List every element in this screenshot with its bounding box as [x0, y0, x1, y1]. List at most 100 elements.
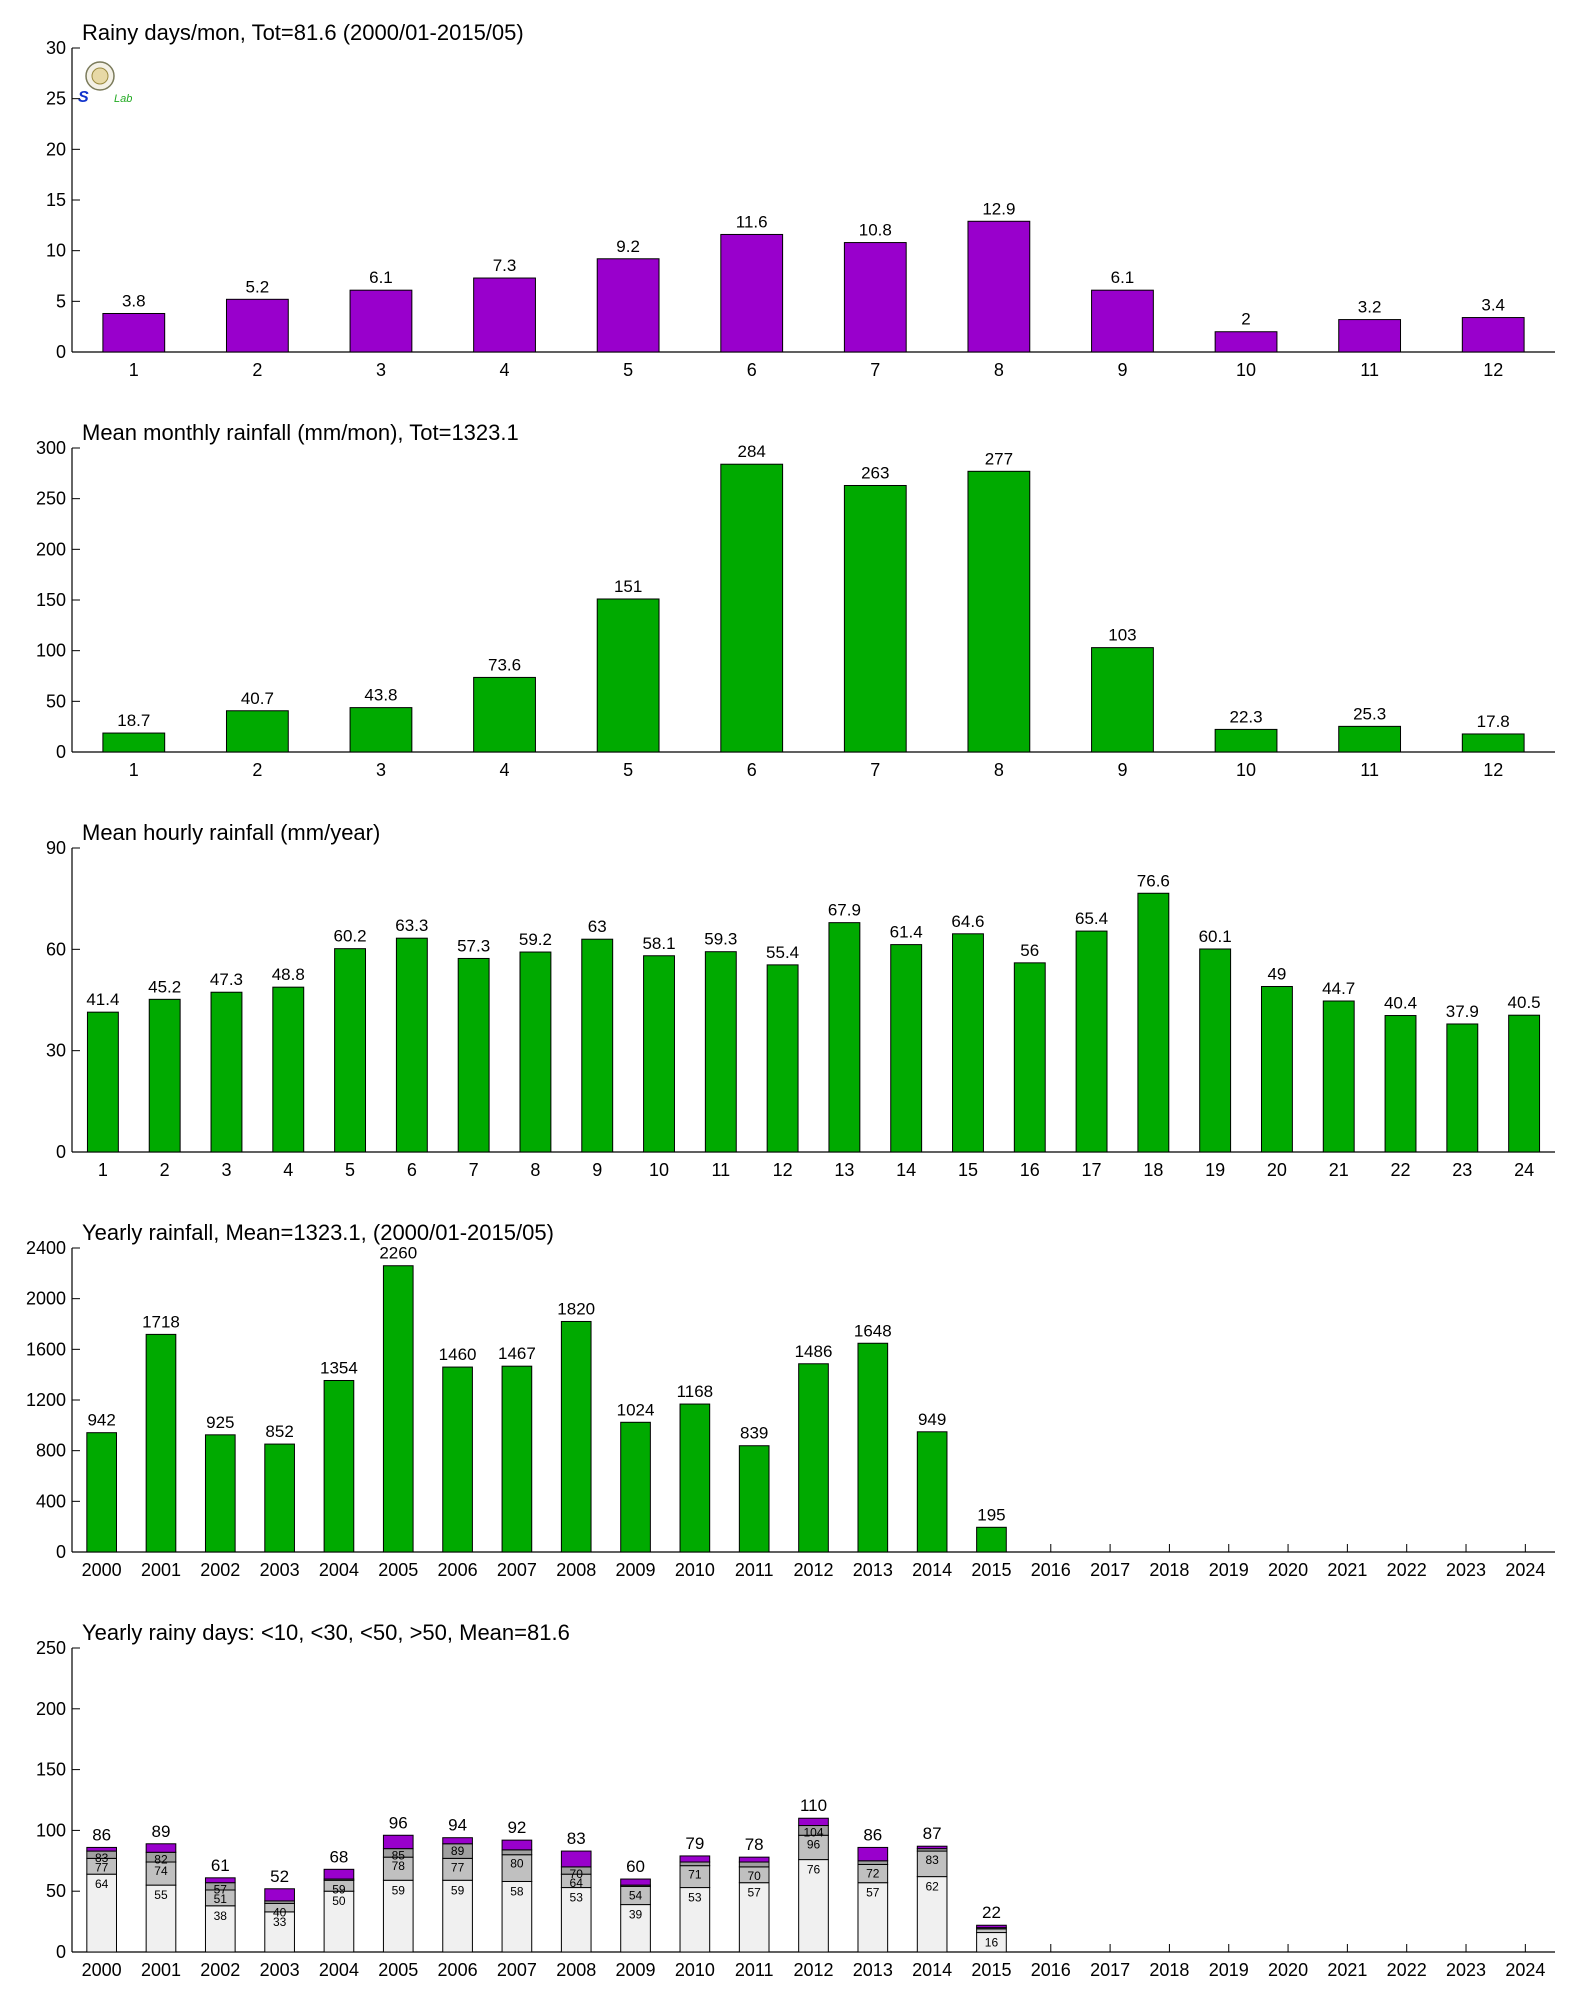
- bar-value-label: 1354: [320, 1358, 358, 1377]
- y-tick-label: 20: [46, 139, 66, 159]
- y-tick-label: 0: [56, 1942, 66, 1962]
- chart-panel-2: 0 50 100 150 200 250 300 Mean monthly rainfall …: [36, 420, 1555, 780]
- chart-title: Mean hourly rainfall (mm/year): [82, 820, 380, 845]
- bar: [1260, 985, 1293, 1153]
- bar: [1013, 962, 1046, 1153]
- x-tick-label: 5: [345, 1160, 355, 1180]
- stack-segment-gt50: [679, 1855, 711, 1863]
- bar: [967, 220, 1031, 353]
- y-tick-label: 0: [56, 342, 66, 362]
- x-tick-label: 2010: [675, 1560, 715, 1580]
- x-tick-label: 2023: [1446, 1560, 1486, 1580]
- y-tick-label: 150: [36, 590, 66, 610]
- x-tick-label: 1: [129, 760, 139, 780]
- x-tick-label: 6: [407, 1160, 417, 1180]
- stack-segment-gt50: [323, 1868, 355, 1880]
- stack-label-lt30: 78: [392, 1859, 406, 1873]
- x-tick-label: 2012: [793, 1560, 833, 1580]
- stack-label-lt50: 70: [570, 1867, 584, 1881]
- stack-total-label: 94: [448, 1816, 467, 1835]
- stack-segment-lt50: [501, 1849, 533, 1856]
- stack-label-lt10: 57: [866, 1886, 880, 1900]
- y-tick-label: 60: [46, 939, 66, 959]
- bar-value-label: 7.3: [493, 256, 517, 275]
- stack-label-lt30: 72: [866, 1866, 880, 1880]
- bar: [1384, 1015, 1417, 1153]
- x-tick-label: 2005: [378, 1960, 418, 1980]
- x-tick-label: 5: [623, 360, 633, 380]
- bar-value-label: 6.1: [369, 268, 393, 287]
- x-tick-label: 3: [376, 760, 386, 780]
- bar-value-label: 284: [738, 442, 766, 461]
- stack-label-lt10: 59: [451, 1883, 465, 1897]
- bar: [890, 944, 923, 1153]
- bar: [857, 1342, 889, 1553]
- bar: [210, 991, 243, 1153]
- stack-segment-gt50: [264, 1888, 295, 1902]
- stack-total-label: 89: [152, 1822, 171, 1841]
- bar-value-label: 25.3: [1353, 704, 1386, 723]
- x-tick-label: 2023: [1446, 1960, 1486, 1980]
- bar-value-label: 61.4: [890, 923, 923, 942]
- bar-value-label: 40.4: [1384, 994, 1417, 1013]
- bar: [596, 258, 660, 353]
- bar: [1508, 1014, 1541, 1153]
- bar: [334, 948, 367, 1153]
- bar-value-label: 37.9: [1446, 1002, 1479, 1021]
- x-tick-label: 9: [1117, 760, 1127, 780]
- bar: [264, 1443, 295, 1553]
- x-tick-label: 2011: [735, 1960, 774, 1980]
- bar-value-label: 12.9: [982, 199, 1015, 218]
- x-tick-label: 2018: [1149, 1960, 1189, 1980]
- stack-segment-lt10: [679, 1887, 711, 1953]
- x-tick-label: 3: [221, 1160, 231, 1180]
- bar-value-label: 10.8: [859, 221, 892, 240]
- bar-value-label: 949: [918, 1410, 946, 1429]
- x-tick-label: 17: [1082, 1160, 1102, 1180]
- bar: [382, 1265, 414, 1553]
- x-tick-label: 2013: [853, 1960, 893, 1980]
- chart-title: Yearly rainy days: <10, <30, <50, >50, M…: [82, 1620, 570, 1645]
- x-tick-label: 21: [1329, 1160, 1349, 1180]
- x-tick-label: 2017: [1090, 1560, 1130, 1580]
- x-tick-label: 5: [623, 760, 633, 780]
- x-tick-label: 19: [1205, 1160, 1225, 1180]
- bar-value-label: 3.2: [1358, 298, 1382, 317]
- chart-title: Rainy days/mon, Tot=81.6 (2000/01-2015/0…: [82, 20, 524, 45]
- x-tick-label: 8: [994, 360, 1004, 380]
- y-tick-label: 90: [46, 838, 66, 858]
- x-tick-label: 8: [530, 1160, 540, 1180]
- stack-total-label: 86: [863, 1825, 882, 1844]
- x-tick-label: 2014: [912, 1960, 952, 1980]
- bar-value-label: 40.5: [1508, 993, 1541, 1012]
- x-tick-label: 11: [1360, 360, 1379, 380]
- bar-value-label: 48.8: [272, 965, 305, 984]
- stack-segment-lt10: [857, 1882, 889, 1953]
- y-tick-label: 50: [46, 1881, 66, 1901]
- stack-label-lt10: 53: [570, 1891, 584, 1905]
- x-tick-label: 7: [469, 1160, 479, 1180]
- bar: [225, 710, 289, 753]
- bar: [738, 1445, 770, 1553]
- x-tick-label: 2005: [378, 1560, 418, 1580]
- stack-label-lt50: 83: [95, 1851, 109, 1865]
- bar: [720, 463, 784, 753]
- stack-label-lt10: 50: [332, 1894, 346, 1908]
- x-tick-label: 11: [711, 1160, 730, 1180]
- stack-segment-gt50: [857, 1846, 889, 1862]
- stack-segment-lt10: [264, 1911, 295, 1953]
- stack-label-lt30: 77: [451, 1860, 465, 1874]
- bar: [916, 1431, 948, 1553]
- stack-label-lt50: 57: [214, 1883, 228, 1897]
- y-tick-label: 300: [36, 438, 66, 458]
- x-tick-label: 10: [1236, 360, 1256, 380]
- bar-value-label: 60.2: [334, 927, 367, 946]
- x-tick-label: 2006: [438, 1560, 478, 1580]
- bar-value-label: 59.3: [704, 930, 737, 949]
- bar: [1091, 289, 1154, 353]
- x-tick-label: 4: [500, 360, 510, 380]
- x-tick-label: 2008: [556, 1960, 596, 1980]
- chart-panel-4: 0 400 800 1200 1600 2000 2400 Yearly rainfall, …: [26, 1220, 1555, 1580]
- bar: [843, 484, 907, 753]
